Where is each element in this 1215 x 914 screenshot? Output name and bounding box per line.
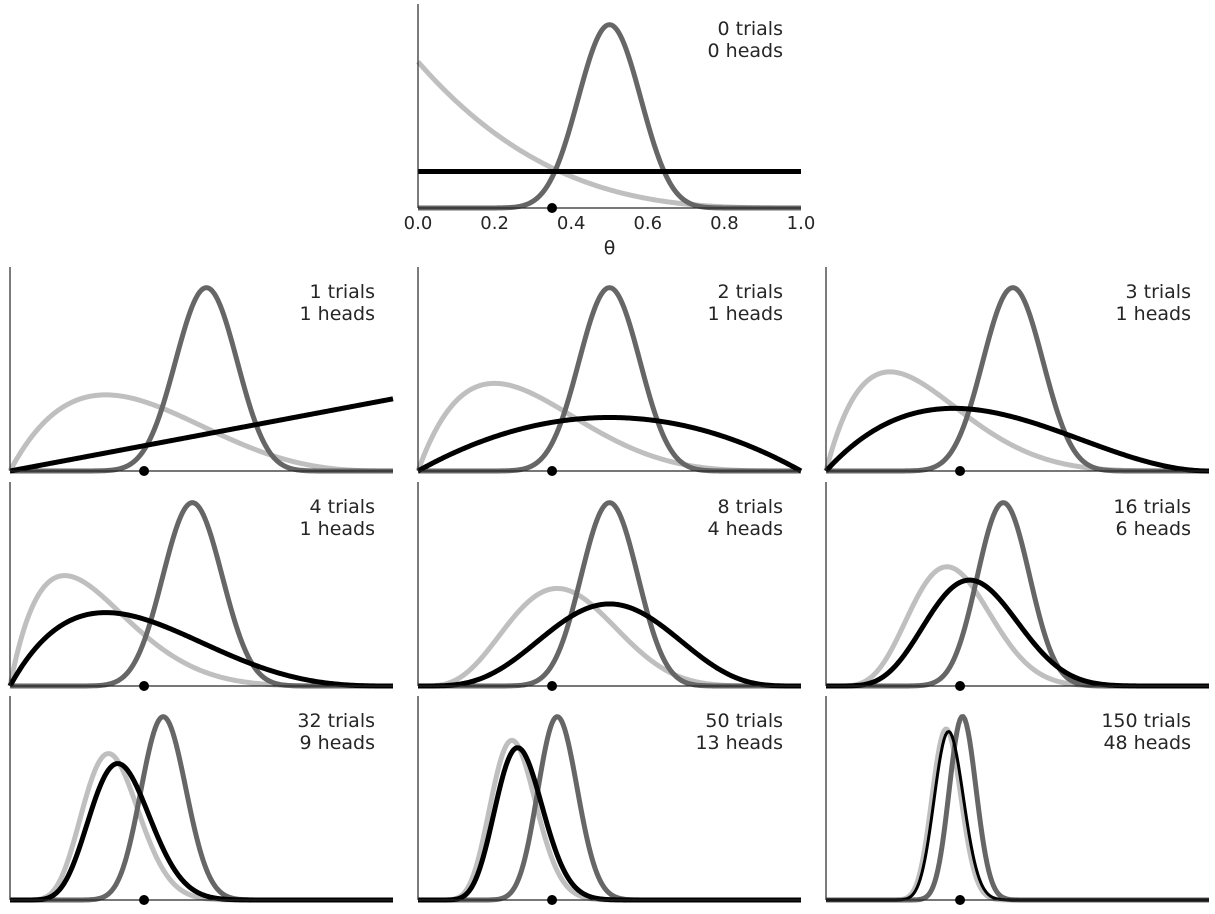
heads-label: 4 heads: [708, 518, 783, 540]
posterior-prior-uniform-line: [417, 601, 802, 689]
trials-label: 8 trials: [718, 496, 784, 518]
true-theta-marker: [547, 203, 558, 213]
x-tick-label: 0.8: [710, 213, 739, 234]
x-tick-label: 1.0: [787, 213, 816, 234]
posterior-prior-skewed-line: [7, 573, 394, 689]
trials-label: 32 trials: [297, 710, 375, 732]
posterior-prior-uniform-line: [7, 610, 394, 689]
true-theta-marker: [139, 681, 150, 691]
trials-label: 50 trials: [705, 710, 783, 732]
trials-label: 3 trials: [1126, 281, 1192, 303]
posterior-prior-skewed-line: [415, 380, 802, 474]
x-tick-label: 0.4: [557, 213, 586, 234]
posterior-prior-uniform-line: [826, 730, 1209, 902]
true-theta-marker: [955, 466, 966, 476]
posterior-prior-uniform-line: [824, 405, 1210, 474]
posterior-prior-skewed-line: [416, 60, 802, 211]
trials-label: 0 trials: [718, 18, 784, 40]
posterior-prior-uniform-line: [9, 761, 394, 903]
x-tick-label: 0.0: [404, 213, 433, 234]
true-theta-marker: [547, 895, 558, 905]
heads-label: 1 heads: [300, 303, 375, 325]
trials-label: 150 trials: [1101, 710, 1191, 732]
true-theta-marker: [139, 466, 150, 476]
heads-label: 13 heads: [695, 732, 783, 754]
posterior-prior-uniform-line: [416, 415, 803, 474]
true-theta-marker: [955, 895, 966, 905]
trials-label: 2 trials: [718, 281, 784, 303]
true-theta-marker: [139, 895, 150, 905]
posterior-prior-skewed-line: [825, 564, 1210, 689]
posterior-prior-uniform-line: [9, 396, 394, 474]
x-tick-label: 0.2: [480, 213, 509, 234]
heads-label: 1 heads: [1116, 303, 1191, 325]
heads-label: 1 heads: [300, 518, 375, 540]
heads-label: 9 heads: [300, 732, 375, 754]
heads-label: 6 heads: [1116, 518, 1191, 540]
true-theta-marker: [547, 466, 558, 476]
heads-label: 1 heads: [708, 303, 783, 325]
x-tick-label: 0.6: [633, 213, 662, 234]
trials-label: 1 trials: [310, 281, 376, 303]
trials-label: 4 trials: [310, 496, 376, 518]
posterior-prior-skewed-line: [825, 726, 1210, 903]
heads-label: 48 heads: [1103, 732, 1191, 754]
posterior-prior-skewed-line: [823, 369, 1210, 474]
heads-label: 0 heads: [708, 40, 783, 62]
posterior-prior-skewed-line: [7, 392, 394, 474]
posterior-prior-uniform-line: [417, 745, 802, 903]
posterior-prior-uniform-line: [825, 577, 1210, 689]
true-theta-marker: [547, 681, 558, 691]
x-axis-label: θ: [604, 237, 616, 259]
trials-label: 16 trials: [1113, 496, 1191, 518]
true-theta-marker: [955, 681, 966, 691]
